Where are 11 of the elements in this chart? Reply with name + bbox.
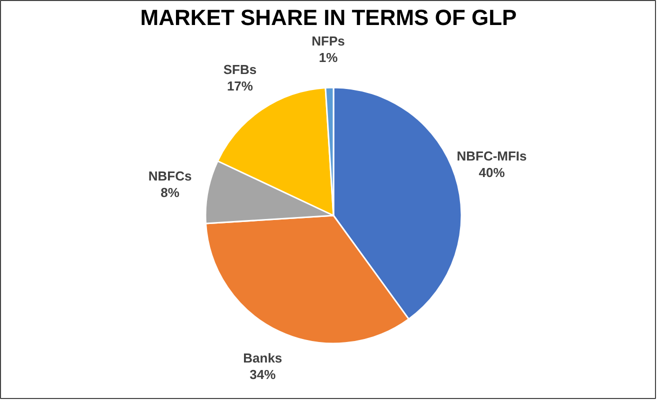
slice-label: NBFCs <box>148 168 192 184</box>
slice-label: Banks <box>243 350 282 366</box>
slice-label: NBFC-MFIs <box>456 148 527 164</box>
chart-title: MARKET SHARE IN TERMS OF GLP <box>140 5 517 30</box>
slice-label: SFBs <box>223 62 257 78</box>
data-label: 17% <box>226 78 254 94</box>
data-label: 1% <box>318 50 338 65</box>
data-label: 40% <box>478 164 506 180</box>
data-label: 34% <box>250 366 276 382</box>
data-label: 8% <box>160 185 180 200</box>
slice-label: NFPs <box>312 33 345 48</box>
